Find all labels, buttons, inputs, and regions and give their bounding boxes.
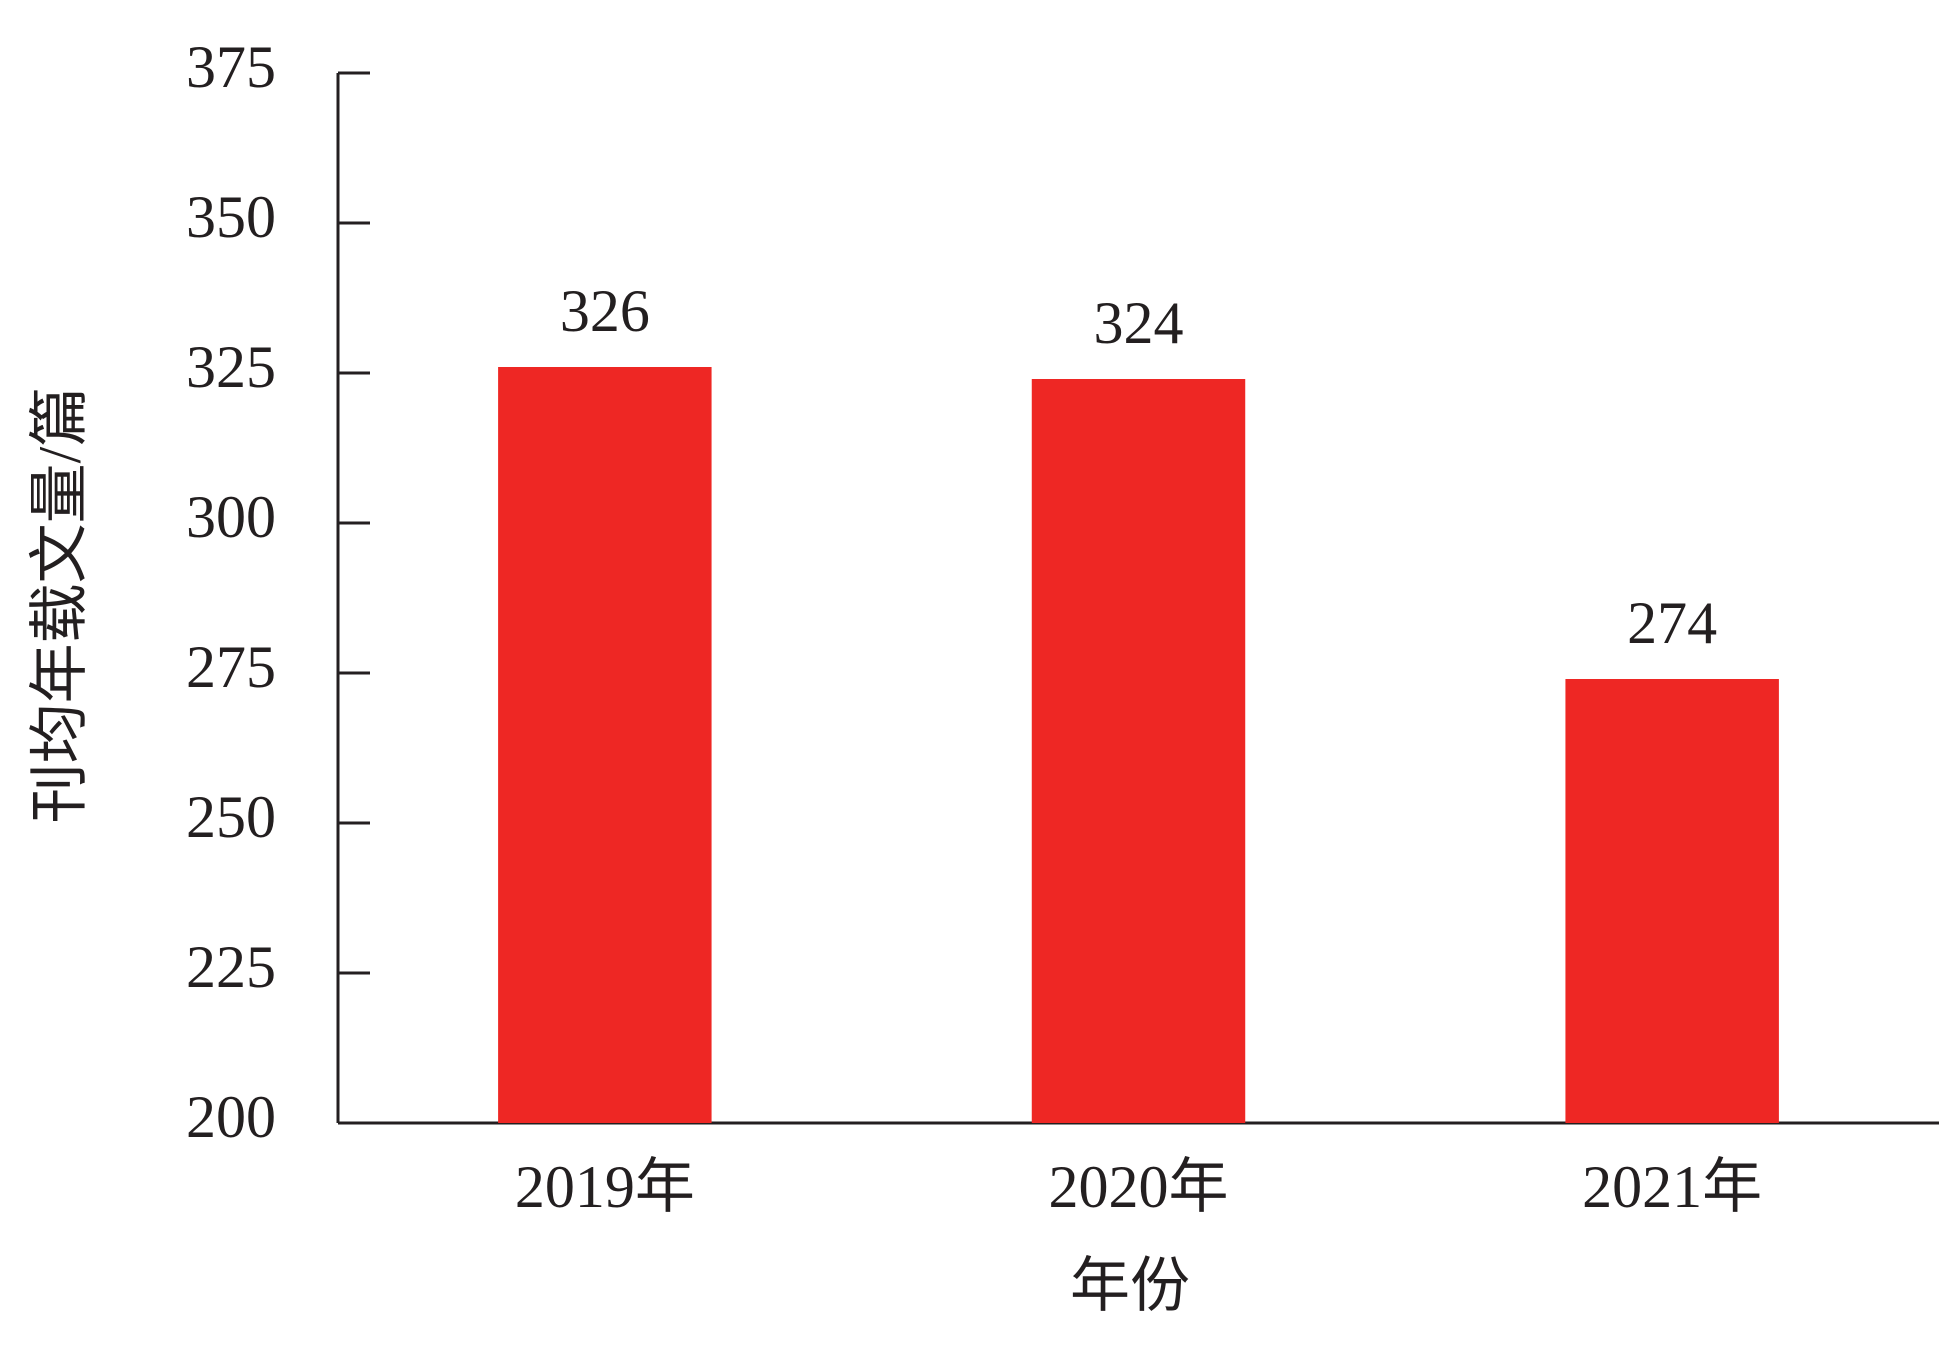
x-tick-label: 2021年: [1582, 1154, 1762, 1220]
x-tick-label: 2020年: [1049, 1154, 1229, 1220]
y-tick-label: 275: [186, 634, 276, 700]
y-tick-label: 325: [186, 334, 276, 400]
y-tick-label: 300: [186, 484, 276, 550]
x-axis-title: 年份: [1070, 1253, 1190, 1319]
y-tick-label: 250: [186, 784, 276, 850]
y-tick-label: 200: [186, 1084, 276, 1150]
y-tick-label: 375: [186, 34, 276, 100]
bar: [1565, 679, 1779, 1123]
data-label: 326: [560, 278, 650, 344]
y-tick-label: 350: [186, 184, 276, 250]
y-tick-label: 225: [186, 934, 276, 1000]
data-label: 274: [1627, 590, 1717, 656]
data-label: 324: [1094, 290, 1184, 356]
bar: [498, 367, 712, 1123]
x-tick-label: 2019年: [515, 1154, 695, 1220]
y-axis-title: 刊均年载文量/篇: [27, 387, 93, 824]
bar: [1031, 379, 1246, 1123]
